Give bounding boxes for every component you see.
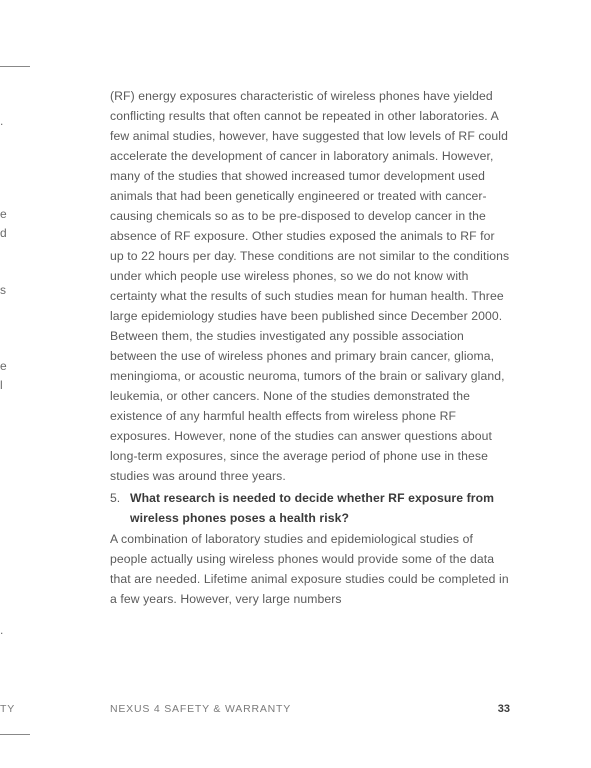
page-bleed-fragment: l — [0, 378, 3, 392]
body-paragraph: (RF) energy exposures characteristic of … — [110, 86, 510, 486]
list-question: What research is needed to decide whethe… — [130, 488, 510, 528]
page-bleed-fragment: TY — [0, 703, 15, 715]
page-bleed-fragment: e — [0, 359, 7, 373]
list-number: 5. — [110, 488, 130, 528]
answer-paragraph: A combination of laboratory studies and … — [110, 529, 510, 609]
page-footer: NEXUS 4 SAFETY & WARRANTY 33 — [110, 703, 510, 715]
list-item: 5. What research is needed to decide whe… — [110, 488, 510, 528]
top-divider — [0, 66, 30, 67]
bottom-divider — [0, 734, 30, 735]
page-bleed-fragment: e — [0, 207, 7, 221]
page-bleed-fragment: d — [0, 226, 7, 240]
page-bleed-fragment: . — [0, 623, 3, 637]
footer-page-number: 33 — [498, 703, 510, 715]
page-content: (RF) energy exposures characteristic of … — [110, 86, 510, 609]
page-bleed-fragment: s — [0, 283, 6, 297]
footer-title: NEXUS 4 SAFETY & WARRANTY — [110, 703, 291, 715]
page-bleed-fragment: . — [0, 114, 3, 128]
